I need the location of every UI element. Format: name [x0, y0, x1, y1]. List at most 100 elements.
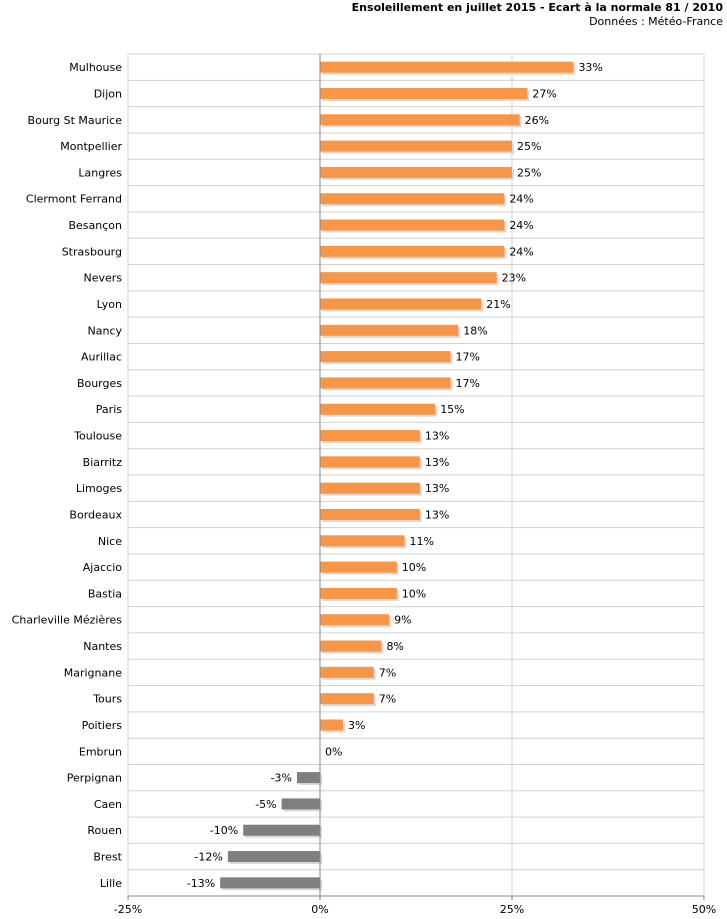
data-label: 0%: [325, 745, 342, 758]
bar: [320, 114, 520, 126]
category-label: Nancy: [88, 324, 123, 337]
category-label: Langres: [78, 166, 122, 179]
bar: [320, 219, 505, 231]
category-label: Limoges: [76, 482, 122, 495]
x-tick-label: -25%: [114, 903, 142, 916]
category-label: Brest: [93, 851, 122, 864]
data-label: 10%: [402, 561, 426, 574]
data-label: 26%: [525, 114, 549, 127]
data-label: 25%: [517, 166, 541, 179]
bar: [320, 666, 374, 678]
data-label: 9%: [394, 614, 411, 627]
bar: [320, 430, 420, 442]
data-label: 27%: [532, 87, 556, 100]
bar: [320, 482, 420, 494]
category-label: Nice: [98, 535, 122, 548]
category-label: Dijon: [94, 87, 122, 100]
category-label: Tours: [92, 693, 122, 706]
data-label: -13%: [187, 877, 215, 890]
category-label: Marignane: [64, 666, 122, 679]
data-label: 23%: [502, 272, 526, 285]
category-label: Bourges: [77, 377, 122, 390]
bar: [296, 772, 320, 784]
data-label: 33%: [578, 61, 602, 74]
data-label: 8%: [386, 640, 403, 653]
category-label: Caen: [94, 798, 122, 811]
data-label: -5%: [255, 798, 276, 811]
data-label: 7%: [379, 693, 396, 706]
bar: [320, 587, 397, 599]
category-label: Embrun: [79, 745, 122, 758]
bar: [320, 693, 374, 705]
bar: [320, 508, 420, 520]
data-label: 15%: [440, 403, 464, 416]
data-label: 25%: [517, 140, 541, 153]
bar: [320, 456, 420, 468]
category-label: Lyon: [97, 298, 122, 311]
data-label: 24%: [509, 193, 533, 206]
category-label: Strasbourg: [62, 245, 122, 258]
x-tick-label: 25%: [500, 903, 524, 916]
category-label: Clermont Ferrand: [26, 193, 122, 206]
bar: [243, 824, 320, 836]
category-label: Montpellier: [60, 140, 122, 153]
category-label: Aurillac: [81, 351, 122, 364]
bar: [320, 166, 512, 178]
data-label: 13%: [425, 456, 449, 469]
data-label: -12%: [194, 851, 222, 864]
bar: [320, 140, 512, 152]
bar: [320, 324, 459, 336]
bar: [320, 561, 397, 573]
bar: [320, 61, 574, 73]
chart-subtitle: Données : Météo-France: [589, 15, 723, 28]
data-label: 13%: [425, 430, 449, 443]
bar: [281, 798, 320, 810]
data-label: 24%: [509, 219, 533, 232]
bar: [220, 877, 320, 889]
category-label: Lille: [100, 877, 122, 890]
data-label: 17%: [456, 377, 480, 390]
grid-layer: [127, 53, 705, 897]
category-label: Charleville Mézières: [12, 614, 123, 627]
data-label: 13%: [425, 508, 449, 521]
category-label: Bordeaux: [69, 508, 122, 521]
data-label: -10%: [210, 824, 238, 837]
category-label: Mulhouse: [69, 61, 122, 74]
data-label: 10%: [402, 587, 426, 600]
x-tick-label: 50%: [692, 903, 716, 916]
category-label: Perpignan: [67, 772, 122, 785]
bar: [320, 403, 436, 415]
bar: [320, 377, 451, 389]
category-label: Rouen: [87, 824, 122, 837]
x-tick-label: 0%: [311, 903, 328, 916]
data-label: 7%: [379, 666, 396, 679]
bar: [320, 719, 344, 731]
bar: [320, 272, 497, 284]
category-label: Ajaccio: [83, 561, 122, 574]
data-label: 13%: [425, 482, 449, 495]
bar: [320, 87, 528, 99]
data-label: 18%: [463, 324, 487, 337]
category-label: Biarritz: [83, 456, 123, 469]
data-label: 24%: [509, 245, 533, 258]
category-label: Nevers: [83, 272, 122, 285]
category-label: Paris: [96, 403, 122, 416]
bar: [320, 298, 482, 310]
bar: [320, 193, 505, 205]
bar: [320, 640, 382, 652]
category-label: Toulouse: [73, 430, 122, 443]
bar: [320, 535, 405, 547]
category-label: Bourg St Maurice: [28, 114, 123, 127]
bar-layer: [220, 61, 576, 891]
data-label: -3%: [271, 772, 292, 785]
bar: [320, 245, 505, 257]
bar: [320, 351, 451, 363]
category-label: Nantes: [83, 640, 122, 653]
data-label: 11%: [409, 535, 433, 548]
chart-title: Ensoleillement en juillet 2015 - Ecart à…: [351, 1, 723, 14]
axis-layer: -25% 0% 25% 50%: [114, 54, 716, 916]
data-label: 3%: [348, 719, 365, 732]
category-label: Besançon: [68, 219, 122, 232]
data-label: 17%: [456, 351, 480, 364]
bar: [227, 851, 320, 863]
